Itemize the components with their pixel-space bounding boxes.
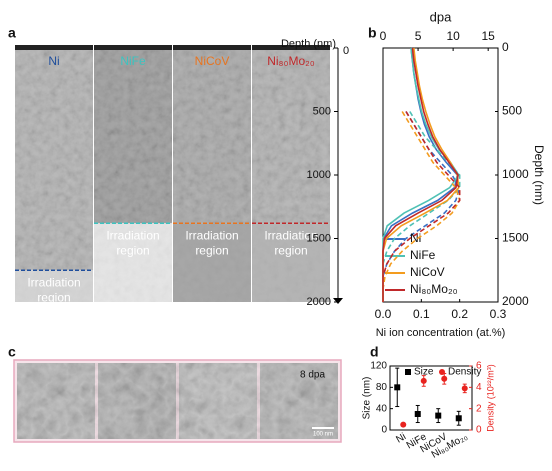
surface-strip xyxy=(173,45,251,50)
depth-tick-label: 0 xyxy=(343,45,349,57)
legend-label: NiFe xyxy=(410,248,436,262)
region-label: region xyxy=(274,243,307,257)
y2-axis-title: Density (10²²/m³) xyxy=(485,364,495,432)
y-tick-label: 500 xyxy=(502,104,522,118)
point xyxy=(461,385,468,392)
y-axis-title: Depth (nm) xyxy=(532,145,546,205)
legend-label: Size xyxy=(414,367,434,378)
x2-axis-title: dpa xyxy=(430,9,452,24)
panel-label: b xyxy=(368,25,377,41)
plot-frame xyxy=(382,47,499,303)
y-tick-label: 120 xyxy=(370,361,387,372)
region-label: region xyxy=(37,290,70,304)
depth-tick-label: 1500 xyxy=(307,232,331,244)
dose-label: 8 dpa xyxy=(300,370,325,381)
concentration-line xyxy=(382,111,461,277)
point xyxy=(441,375,448,382)
y-tick-label: 0 xyxy=(381,425,387,436)
panel-b: 0.0 0.1 0.2 0.3 0 5 10 15 0 500 1000 1500 2000 Ni ion… xyxy=(375,9,546,338)
scale-bar-label: 100 nm xyxy=(313,432,333,438)
y-tick-label: 1000 xyxy=(502,167,529,181)
x2-tick-label: 5 xyxy=(415,29,422,43)
surface-strip xyxy=(94,45,172,50)
depth-tick-label: 1000 xyxy=(307,169,331,181)
point xyxy=(455,415,462,422)
x2-tick-label: 0 xyxy=(380,29,387,43)
y-tick-label: 0 xyxy=(502,40,509,54)
sample-label: Ni xyxy=(48,54,59,68)
panel-c: 8 dpa 100 nm xyxy=(13,359,342,443)
y2-tick-label: 4 xyxy=(476,382,482,393)
x-tick-label: 0.2 xyxy=(451,307,468,321)
point xyxy=(414,411,421,417)
depth-tick-label: 500 xyxy=(313,105,331,117)
x-tick-label: 0.3 xyxy=(490,307,507,321)
y-tick-label: 80 xyxy=(376,382,388,393)
concentration-line xyxy=(382,111,461,265)
region-label: region xyxy=(195,243,228,257)
x-tick-label: 0.0 xyxy=(375,307,392,321)
micrograph-texture xyxy=(252,223,330,302)
y-tick-label: 2000 xyxy=(502,294,529,308)
axis-title: Depth (nm) xyxy=(281,38,336,50)
x2-tick-label: 10 xyxy=(446,29,460,43)
region-label: Irradiation xyxy=(264,228,317,242)
plot-frame xyxy=(389,365,473,431)
region-label: Irradiation xyxy=(106,228,159,242)
sample-label: NiCoV xyxy=(195,54,230,68)
surface-strip xyxy=(252,45,330,50)
panel-a: NiIrradiationregionNiFeIrradiationregion… xyxy=(15,38,349,308)
legend-marker xyxy=(405,369,411,375)
legend-label: Density xyxy=(448,367,481,378)
y2-tick-label: 6 xyxy=(476,361,482,372)
y-tick-label: 40 xyxy=(376,403,388,414)
panel-label: d xyxy=(370,344,379,360)
region-label: region xyxy=(116,243,149,257)
micrograph-texture xyxy=(15,270,93,302)
y2-tick-label: 0 xyxy=(476,425,482,436)
region-label: Irradiation xyxy=(185,228,238,242)
point xyxy=(400,421,407,428)
legend-label: NiCoV xyxy=(410,265,445,279)
legend-label: Ni₈₀Mo₂₀ xyxy=(410,282,458,296)
micrograph-texture xyxy=(173,223,251,302)
micrograph-texture xyxy=(173,48,251,224)
surface-strip xyxy=(15,45,93,50)
point xyxy=(420,377,427,384)
y2-tick-label: 2 xyxy=(476,403,482,414)
point xyxy=(394,384,401,391)
x2-tick-label: 15 xyxy=(482,29,496,43)
x-axis-title: Ni ion concentration (at.%) xyxy=(376,327,506,339)
sample-label: NiFe xyxy=(120,54,146,68)
sample-label: Ni₈₀Mo₂₀ xyxy=(267,54,315,68)
legend-marker xyxy=(439,369,445,375)
micrograph-texture xyxy=(252,48,330,224)
y-tick-label: 1500 xyxy=(502,231,529,245)
region-label: Irradiation xyxy=(27,275,80,289)
panel-label: c xyxy=(8,344,16,360)
panel-label: a xyxy=(8,25,16,41)
micrograph-texture xyxy=(15,48,93,271)
micrograph-texture xyxy=(94,223,172,302)
micrograph-texture xyxy=(17,363,338,439)
depth-tick-label: 2000 xyxy=(307,296,331,308)
legend-label: Ni xyxy=(410,231,421,245)
y-axis-title: Size (nm) xyxy=(362,377,373,420)
dpa-line xyxy=(382,47,459,302)
micrograph-texture xyxy=(94,48,172,224)
x-tick-label: 0.1 xyxy=(413,307,430,321)
point xyxy=(435,412,442,419)
depth-arrow xyxy=(333,298,343,304)
